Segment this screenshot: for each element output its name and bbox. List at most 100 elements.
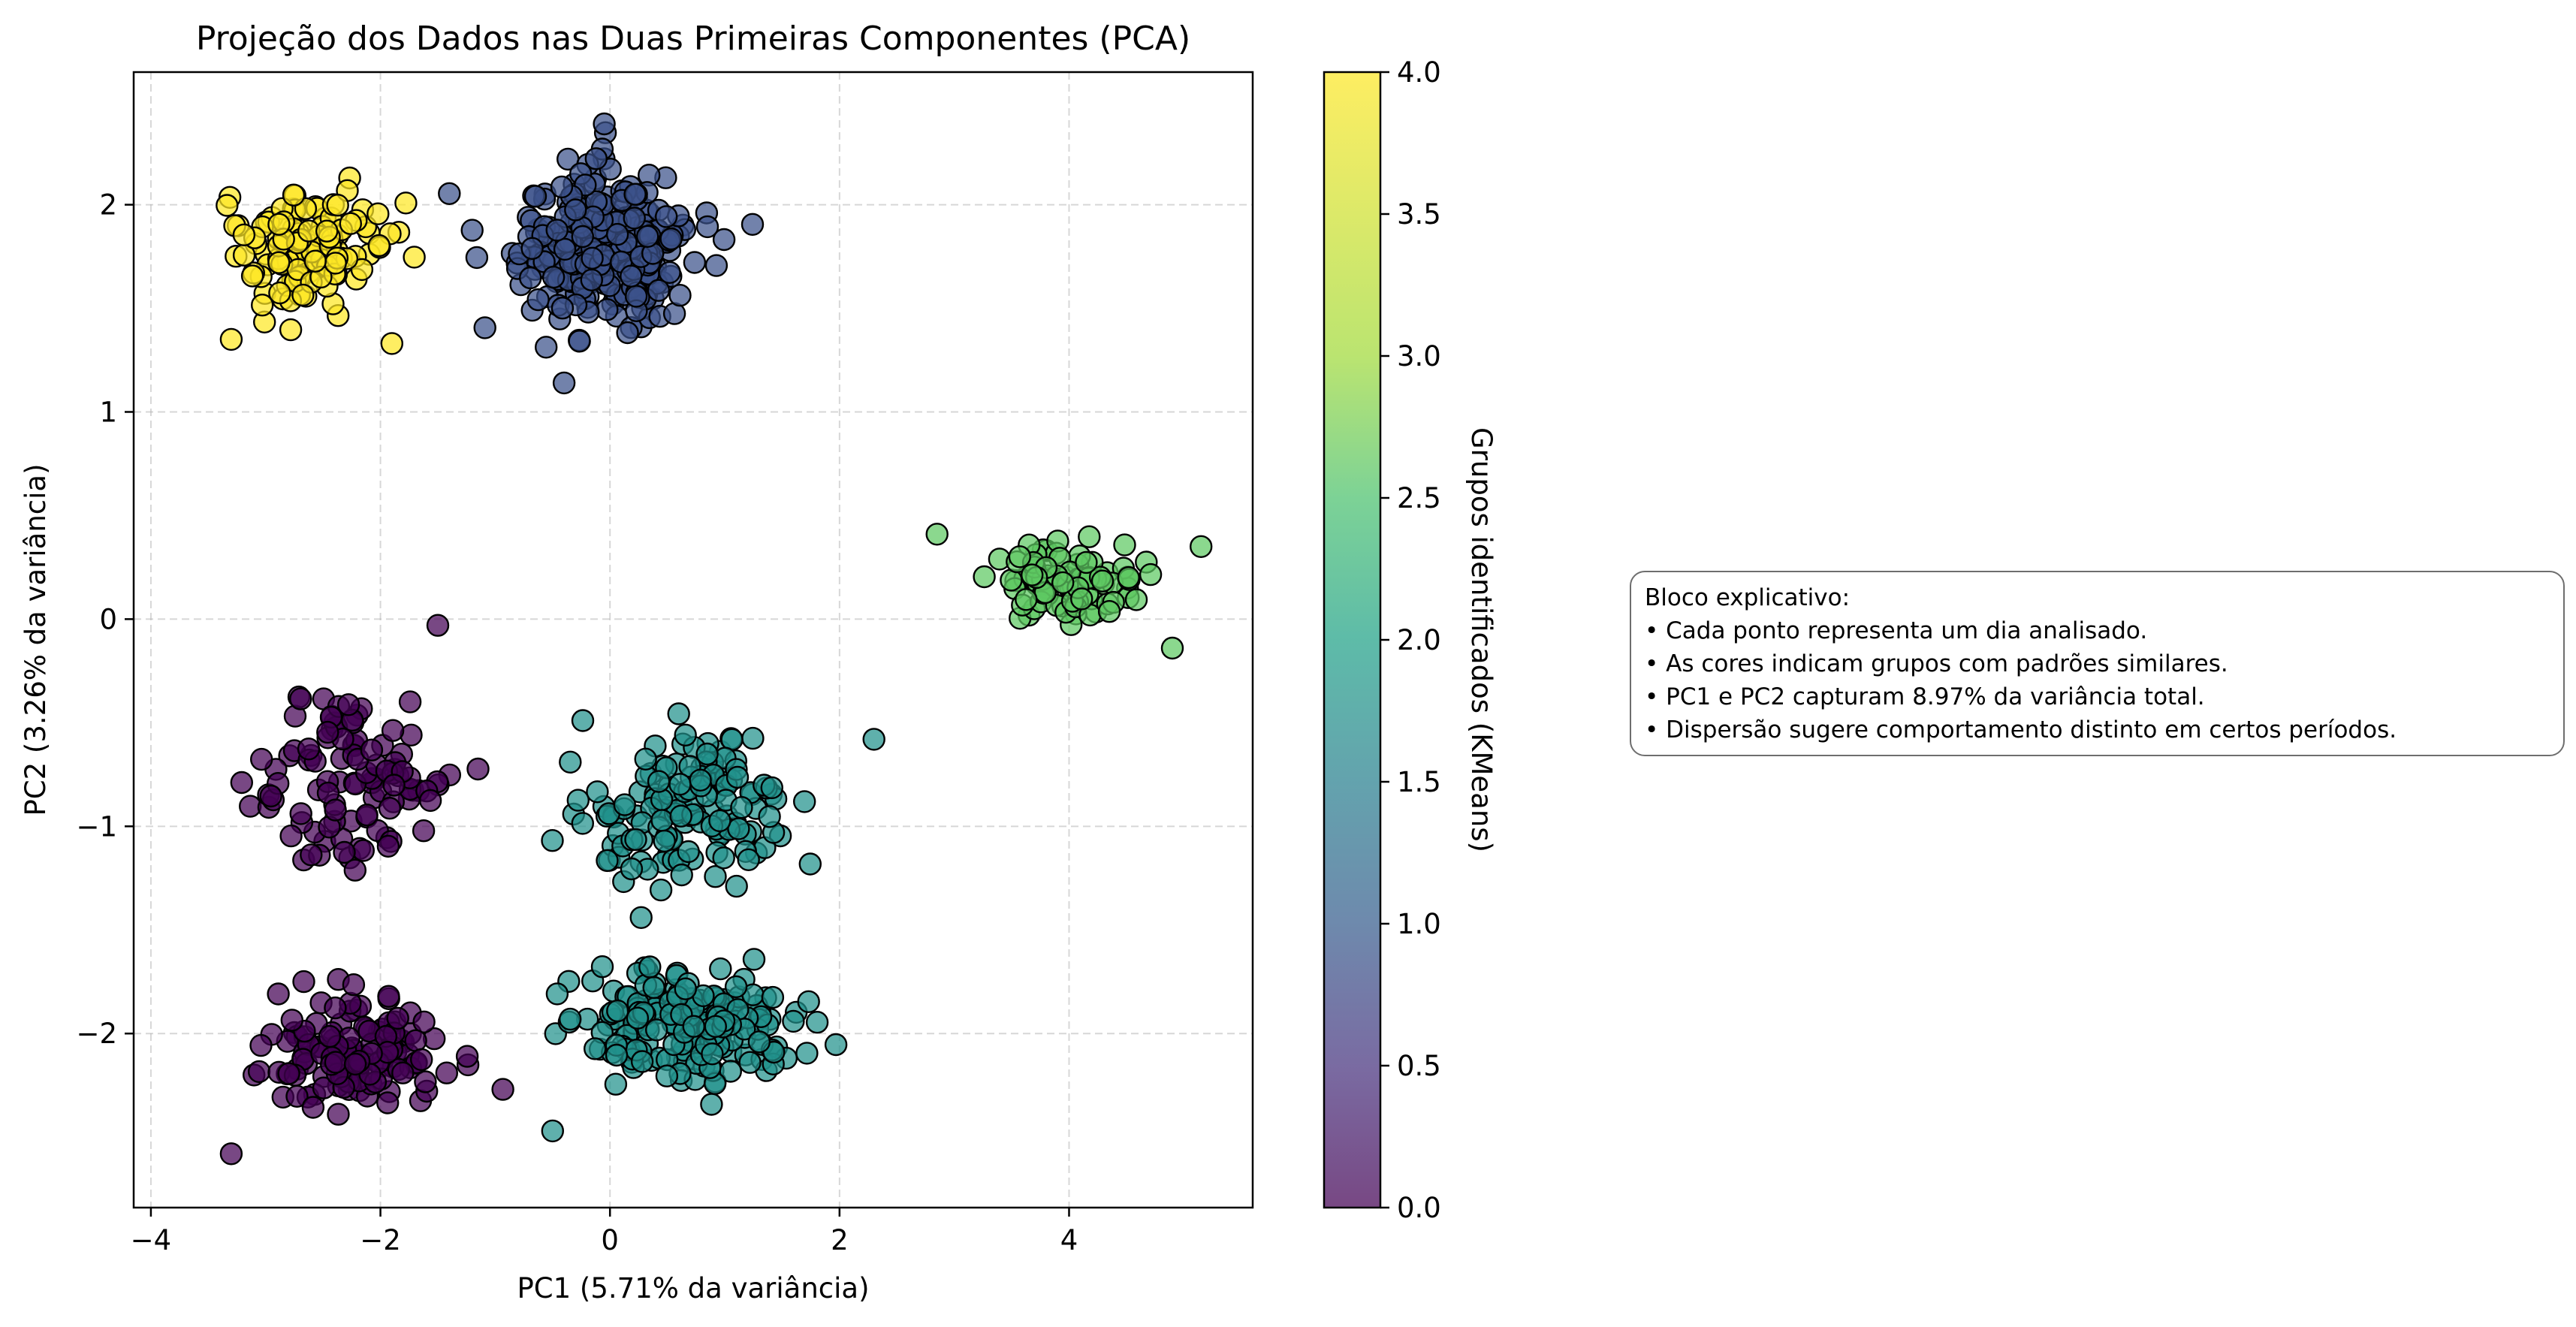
scatter-point	[279, 824, 303, 848]
scatter-point	[623, 182, 647, 206]
explanation-line: • As cores indicam grupos com padrões si…	[1645, 650, 2228, 677]
colorbar-tick-label: 3.5	[1397, 198, 1441, 231]
scatter-point	[712, 228, 736, 252]
scatter-point	[550, 297, 575, 320]
scatter-point	[634, 747, 657, 771]
x-tick-label: 2	[831, 1224, 849, 1256]
scatter-point	[741, 213, 765, 236]
scatter-point	[351, 839, 375, 862]
colorbar-tick-label: 0.0	[1397, 1192, 1441, 1224]
scatter-point	[695, 742, 719, 766]
scatter-point	[366, 202, 390, 225]
scatter-point	[378, 796, 402, 820]
scatter-point	[584, 1037, 607, 1060]
scatter-point	[682, 1015, 705, 1038]
scatter-point	[701, 1042, 724, 1066]
scatter-point	[282, 183, 306, 207]
scatter-point	[535, 336, 558, 359]
scatter-point	[1015, 588, 1038, 611]
scatter-point	[1075, 550, 1098, 575]
scatter-point	[473, 316, 496, 339]
scatter-point	[219, 327, 243, 351]
scatter-point	[805, 1010, 829, 1034]
scatter-point	[655, 1064, 679, 1087]
colorbar-tick-label: 4.0	[1397, 56, 1441, 89]
scatter-point	[410, 1048, 433, 1072]
scatter-point	[377, 985, 400, 1008]
scatter-point	[381, 719, 405, 742]
scatter-point	[289, 687, 312, 710]
scatter-point	[303, 249, 327, 273]
scatter-point	[1051, 571, 1075, 595]
scatter-point	[590, 955, 614, 979]
scatter-point	[636, 225, 659, 248]
scatter-point	[435, 1061, 458, 1084]
colorbar-tick-label: 2.0	[1397, 624, 1441, 656]
y-tick-label: 0	[99, 603, 117, 635]
scatter-point	[626, 1006, 650, 1030]
colorbar-tick-label: 1.5	[1397, 766, 1441, 798]
scatter-point	[219, 1142, 243, 1166]
scatter-point	[232, 223, 256, 246]
scatter-point	[571, 225, 594, 249]
scatter-point	[343, 1052, 367, 1076]
scatter-point	[541, 828, 564, 852]
scatter-point	[689, 768, 712, 792]
scatter-point	[1117, 565, 1140, 590]
colorbar-tick-label: 1.0	[1397, 908, 1441, 940]
scatter-point	[339, 212, 362, 235]
colorbar-label: Grupos identificados (KMeans)	[1465, 427, 1498, 852]
scatter-point	[559, 1007, 582, 1031]
scatter-point	[670, 863, 693, 887]
scatter-point	[403, 246, 426, 269]
scatter-point	[708, 809, 731, 833]
scatter-point	[797, 990, 820, 1014]
scatter-point	[1069, 587, 1093, 611]
scatter-point	[342, 973, 366, 997]
scatter-point	[669, 804, 692, 828]
scatter-point	[426, 614, 450, 637]
scatter-point	[324, 1051, 348, 1074]
scatter-point	[292, 970, 315, 994]
scatter-point	[360, 738, 384, 762]
scatter-point	[659, 227, 683, 251]
scatter-point	[460, 219, 484, 242]
scatter-point	[730, 795, 753, 819]
scatter-point	[581, 246, 604, 270]
scatter-point	[566, 789, 590, 812]
scatter-point	[355, 803, 379, 827]
scatter-point	[491, 1078, 514, 1101]
scatter-point	[568, 330, 591, 353]
scatter-point	[724, 975, 748, 999]
scatter-point	[316, 720, 339, 744]
scatter-point	[760, 776, 784, 800]
scatter-point	[541, 1119, 564, 1143]
scatter-point	[629, 906, 653, 930]
scatter-point	[605, 1043, 629, 1067]
y-tick-label: 1	[99, 396, 117, 428]
scatter-point	[564, 198, 587, 222]
scatter-point	[624, 828, 647, 852]
scatter-point	[318, 1024, 342, 1048]
scatter-point	[382, 774, 406, 797]
scatter-point	[616, 321, 639, 345]
scatter-point	[247, 1060, 271, 1084]
scatter-point	[268, 281, 291, 305]
scatter-point	[412, 819, 436, 843]
scatter-point	[559, 750, 582, 774]
explanation-heading: Bloco explicativo:	[1645, 584, 1851, 611]
scatter-point	[647, 770, 671, 793]
scatter-point	[758, 805, 781, 828]
scatter-point	[552, 371, 576, 395]
scatter-point	[695, 215, 719, 239]
scatter-point	[1189, 535, 1213, 558]
scatter-point	[667, 702, 690, 725]
scatter-point	[240, 264, 264, 288]
scatter-point	[414, 1070, 437, 1093]
scatter-point	[586, 780, 609, 804]
scatter-point	[1090, 569, 1115, 593]
x-axis-label: PC1 (5.71% da variância)	[517, 1272, 869, 1304]
scatter-point	[541, 265, 566, 289]
scatter-point	[862, 728, 885, 751]
scatter-point	[683, 251, 707, 274]
